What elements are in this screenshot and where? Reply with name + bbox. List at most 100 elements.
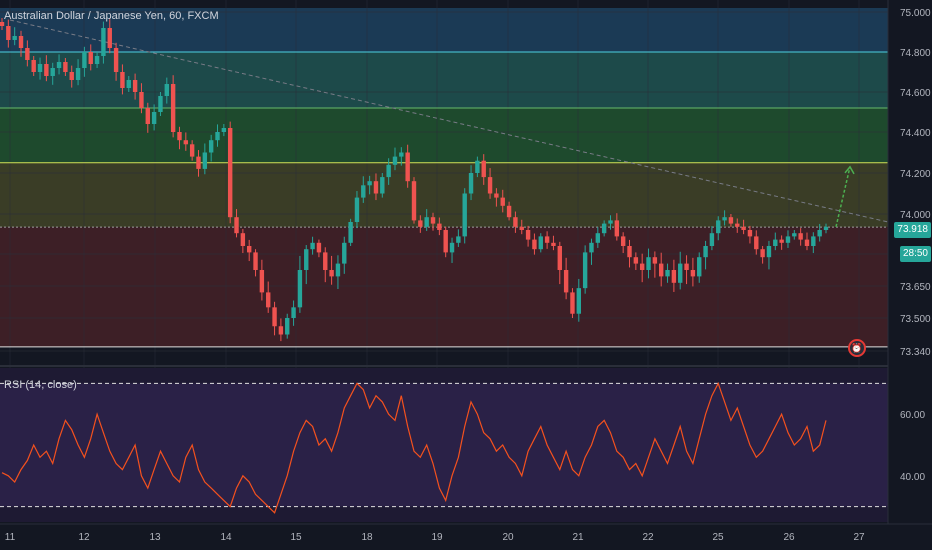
candle-body bbox=[247, 246, 252, 253]
candle-body bbox=[620, 236, 626, 246]
candle-body bbox=[817, 230, 822, 237]
candle-body bbox=[500, 197, 505, 206]
price-zone bbox=[0, 108, 888, 163]
time-tick-label: 21 bbox=[572, 532, 584, 543]
candle-body bbox=[538, 236, 543, 250]
candle-body bbox=[208, 140, 214, 153]
candle-body bbox=[475, 160, 480, 173]
candle-body bbox=[6, 26, 11, 40]
candle-body bbox=[735, 223, 740, 227]
price-tick-label: 74.600 bbox=[900, 88, 931, 99]
candle-body bbox=[659, 263, 664, 277]
candle-body bbox=[278, 326, 284, 335]
price-tick-label: 73.500 bbox=[900, 314, 931, 325]
price-tick-label: 74.200 bbox=[900, 169, 931, 180]
candle-body bbox=[608, 220, 613, 224]
candle-body bbox=[196, 156, 201, 169]
candle-body bbox=[113, 48, 119, 72]
candle-body bbox=[126, 80, 131, 88]
candle-body bbox=[31, 60, 36, 72]
candle-body bbox=[285, 318, 290, 335]
candle-body bbox=[532, 239, 537, 250]
rsi-series-line bbox=[1, 381, 827, 514]
price-zone bbox=[0, 8, 888, 52]
candle-body bbox=[665, 270, 670, 277]
candle-body bbox=[589, 242, 594, 253]
time-tick-label: 26 bbox=[783, 532, 795, 543]
price-tick-label: 73.340 bbox=[900, 347, 931, 358]
alarm-clock-icon[interactable]: ⏰ bbox=[848, 339, 866, 357]
candle-body bbox=[240, 233, 246, 246]
candle-body bbox=[202, 152, 208, 169]
candle-body bbox=[272, 307, 277, 327]
candle-body bbox=[525, 230, 531, 240]
candle-body bbox=[671, 270, 677, 283]
rsi-tick-label: 60.00 bbox=[900, 410, 925, 421]
chart-title: Australian Dollar / Japanese Yen, 60, FX… bbox=[4, 10, 219, 22]
candle-body bbox=[380, 177, 385, 194]
candle-body bbox=[754, 236, 759, 250]
candle-body bbox=[94, 56, 100, 64]
candle-body bbox=[405, 152, 410, 182]
candle-body bbox=[367, 181, 372, 186]
candle-body bbox=[563, 270, 569, 293]
candle-body bbox=[37, 64, 43, 72]
candle-body bbox=[266, 292, 271, 308]
time-tick-label: 25 bbox=[712, 532, 724, 543]
candle-body bbox=[449, 242, 455, 253]
candle-body bbox=[576, 288, 581, 314]
rsi-band-fill bbox=[0, 383, 888, 507]
candle-body bbox=[722, 217, 727, 221]
rsi-title: RSI (14, close) bbox=[4, 379, 77, 391]
candle-body bbox=[462, 193, 467, 237]
candle-body bbox=[551, 242, 556, 246]
candle-body bbox=[506, 205, 512, 218]
time-tick-label: 20 bbox=[502, 532, 514, 543]
candle-body bbox=[595, 233, 601, 243]
candle-body bbox=[678, 263, 683, 283]
rsi-line bbox=[1, 381, 827, 514]
candle-body bbox=[145, 108, 150, 124]
candle-body bbox=[342, 242, 347, 264]
candle-body bbox=[183, 140, 189, 145]
time-tick-label: 13 bbox=[149, 532, 161, 543]
candle-body bbox=[411, 181, 417, 221]
candle-body bbox=[747, 230, 753, 237]
time-tick-label: 15 bbox=[290, 532, 302, 543]
time-tick-label: 14 bbox=[220, 532, 232, 543]
rsi-panel-background bbox=[0, 365, 932, 522]
time-tick-label: 12 bbox=[78, 532, 90, 543]
candle-body bbox=[56, 62, 62, 68]
candle-body bbox=[63, 62, 68, 72]
candle-body bbox=[443, 230, 448, 253]
candle-body bbox=[164, 84, 169, 96]
candle-body bbox=[709, 233, 715, 246]
candle-body bbox=[221, 128, 227, 132]
candle-body bbox=[513, 217, 518, 227]
candle-body bbox=[798, 233, 803, 240]
candle-body bbox=[703, 246, 708, 258]
candle-body bbox=[823, 226, 829, 230]
candle-body bbox=[386, 164, 391, 178]
forecast-arrow-head bbox=[844, 165, 855, 175]
candle-body bbox=[430, 217, 436, 224]
candle-body bbox=[348, 222, 353, 243]
candle-body bbox=[335, 263, 341, 277]
candle-body bbox=[101, 28, 106, 56]
forecast-arrow-line bbox=[835, 166, 851, 227]
price-tick-label: 74.400 bbox=[900, 128, 931, 139]
candle-body bbox=[633, 257, 639, 264]
candle-body bbox=[646, 257, 651, 270]
candle-body bbox=[424, 217, 429, 227]
candle-body bbox=[132, 80, 138, 92]
price-tick-label: 74.000 bbox=[900, 210, 931, 221]
candle-body bbox=[392, 156, 398, 165]
candle-body bbox=[766, 246, 772, 258]
candle-body bbox=[792, 233, 797, 237]
time-tick-label: 27 bbox=[853, 532, 865, 543]
candle-body bbox=[12, 36, 17, 40]
candle-body bbox=[253, 252, 258, 270]
candle-body bbox=[234, 217, 239, 234]
price-zone bbox=[0, 162, 888, 228]
